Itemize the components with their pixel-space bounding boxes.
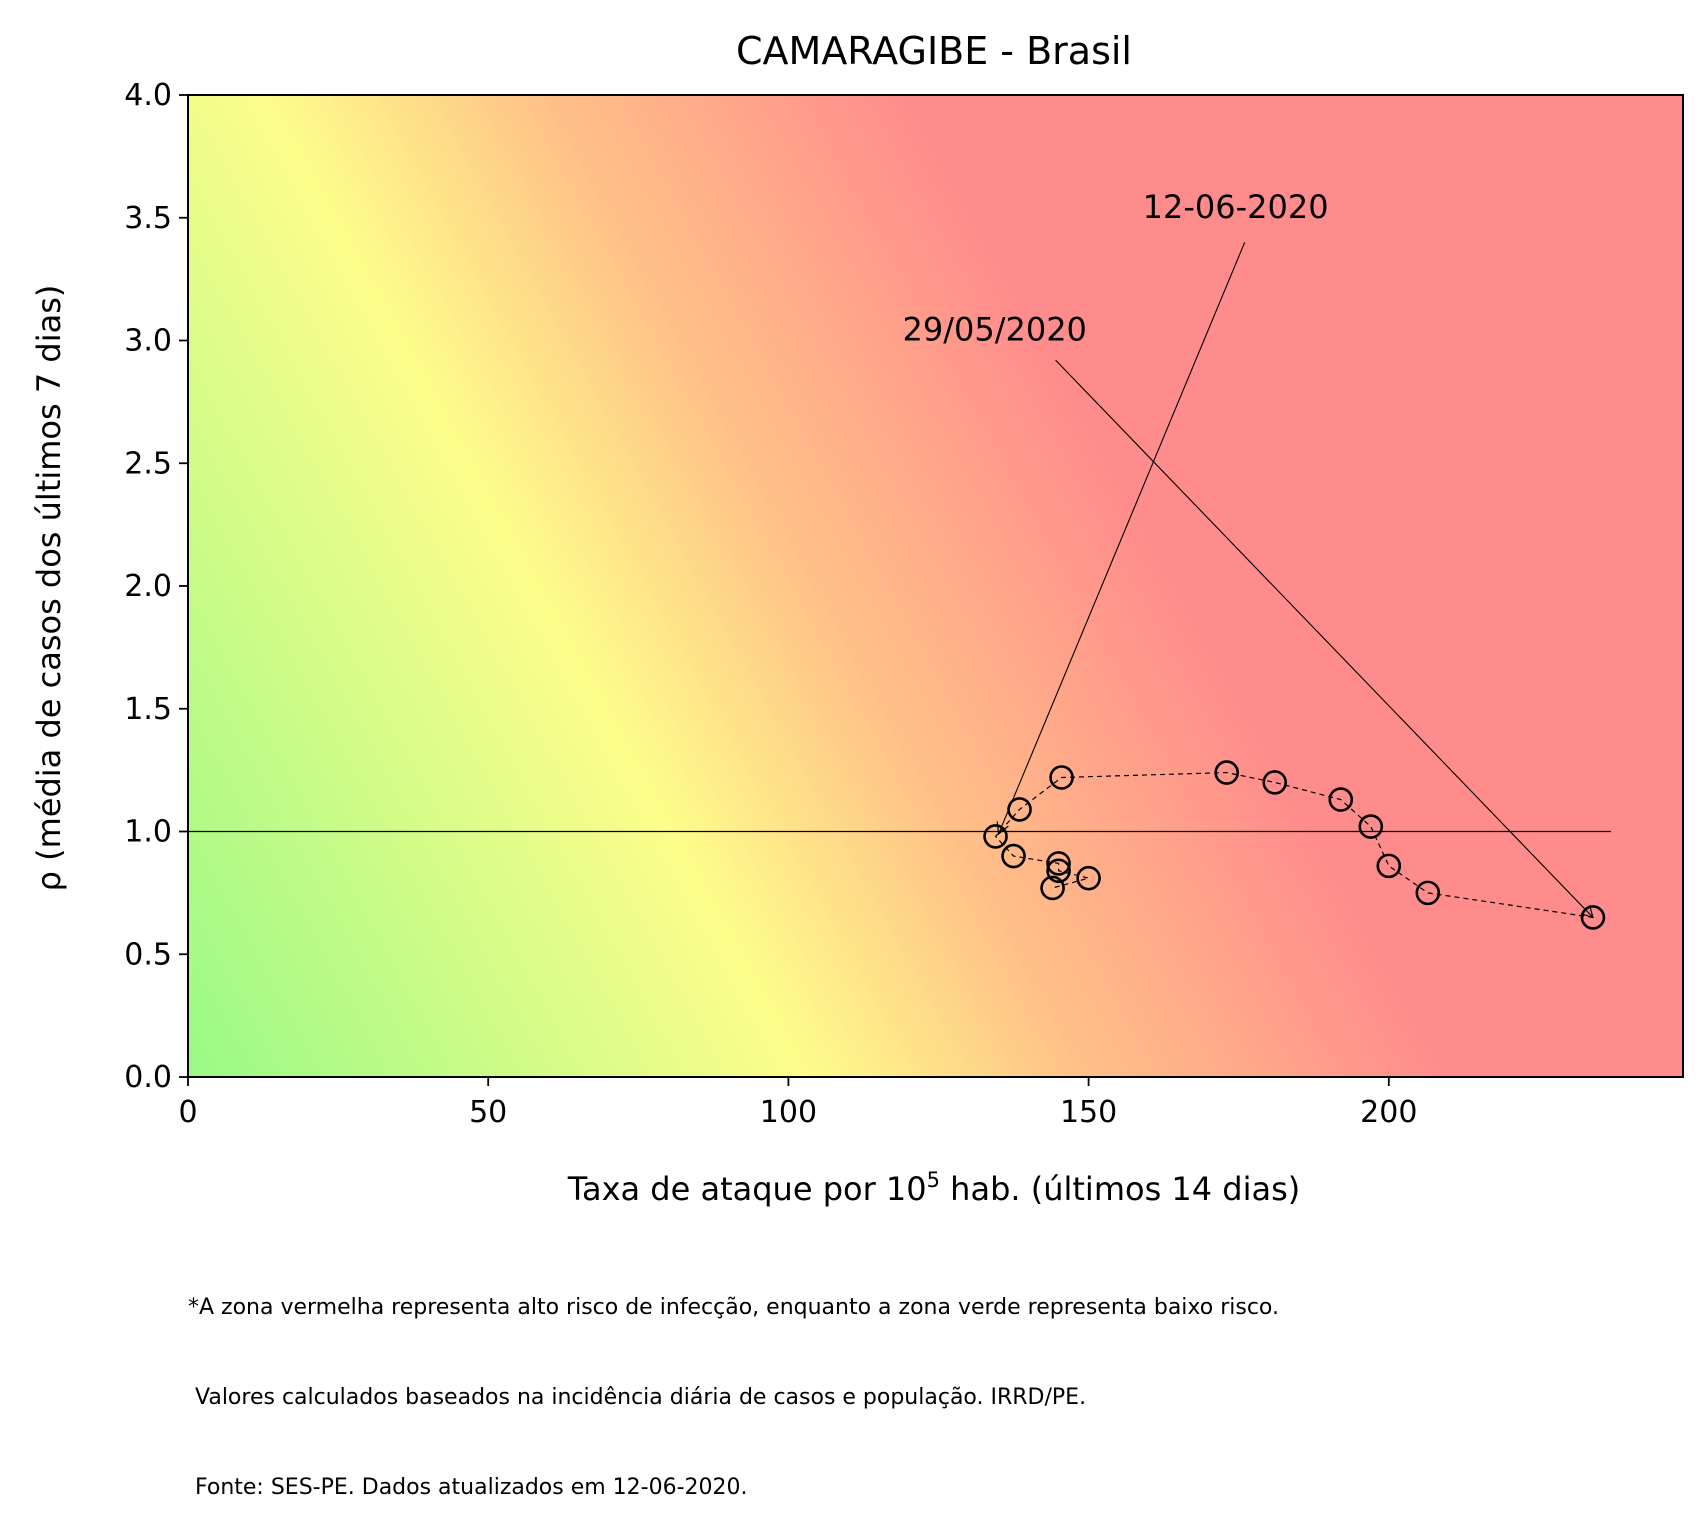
data-point bbox=[1001, 843, 1026, 869]
x-axis-label: Taxa de ataque por 105 hab. (últimos 14 … bbox=[567, 1168, 1301, 1208]
x-tick-label: 50 bbox=[469, 1095, 507, 1130]
y-tick-label: 1.0 bbox=[124, 815, 172, 850]
risk-gradient-background bbox=[188, 95, 1683, 1077]
chart: 29/05/2020 12-06-2020 0 50 100 150 200 0.0 0.5… bbox=[30, 29, 1684, 1208]
y-tick-label: 3.0 bbox=[124, 324, 172, 359]
data-point bbox=[1328, 787, 1354, 812]
footnote-line-3: Fonte: SES-PE. Dados atualizados em 12-0… bbox=[188, 1475, 748, 1500]
y-tick-label: 0.0 bbox=[124, 1060, 172, 1095]
data-point bbox=[1358, 814, 1384, 839]
data-point bbox=[1049, 765, 1074, 790]
annotation-label: 12-06-2020 bbox=[1143, 188, 1329, 226]
data-point bbox=[1046, 858, 1071, 884]
y-tick-label: 3.5 bbox=[124, 201, 172, 236]
y-tick-label: 0.5 bbox=[124, 937, 172, 972]
data-point bbox=[1262, 770, 1288, 795]
chart-title: CAMARAGIBE - Brasil bbox=[736, 29, 1132, 73]
data-point bbox=[983, 824, 1008, 849]
x-tick-label: 100 bbox=[760, 1095, 817, 1130]
data-point bbox=[1376, 853, 1402, 879]
data-point bbox=[1214, 760, 1239, 785]
y-axis-label: ρ (média de casos dos últimos 7 dias) bbox=[30, 285, 68, 892]
y-tick-label: 4.0 bbox=[124, 78, 172, 113]
x-axis-label-suffix: hab. (últimos 14 dias) bbox=[940, 1170, 1300, 1208]
x-tick-label: 150 bbox=[1060, 1095, 1117, 1130]
footnote-line-1: *A zona vermelha representa alto risco d… bbox=[188, 1295, 1279, 1320]
data-point bbox=[1076, 865, 1101, 891]
y-tick-label: 2.0 bbox=[124, 569, 172, 604]
x-axis-label-prefix: Taxa de ataque por 10 bbox=[567, 1170, 927, 1208]
footnote-line-2: Valores calculados baseados na incidênci… bbox=[188, 1385, 1087, 1410]
y-tick-label: 2.5 bbox=[124, 446, 172, 481]
y-tick-label: 1.5 bbox=[124, 692, 172, 727]
annotation-arrow bbox=[996, 242, 1246, 836]
x-tick-label: 200 bbox=[1360, 1095, 1417, 1130]
data-point bbox=[1040, 875, 1065, 901]
annotation-arrow bbox=[1055, 359, 1594, 919]
footnote: *A zona vermelha representa alto risco d… bbox=[188, 1233, 1688, 1533]
x-tick-label: 0 bbox=[178, 1095, 197, 1130]
data-point bbox=[1415, 880, 1441, 906]
x-axis-label-superscript: 5 bbox=[927, 1168, 940, 1192]
series-line bbox=[994, 771, 1594, 919]
annotation-label: 29/05/2020 bbox=[902, 311, 1086, 349]
data-point bbox=[1046, 851, 1071, 876]
